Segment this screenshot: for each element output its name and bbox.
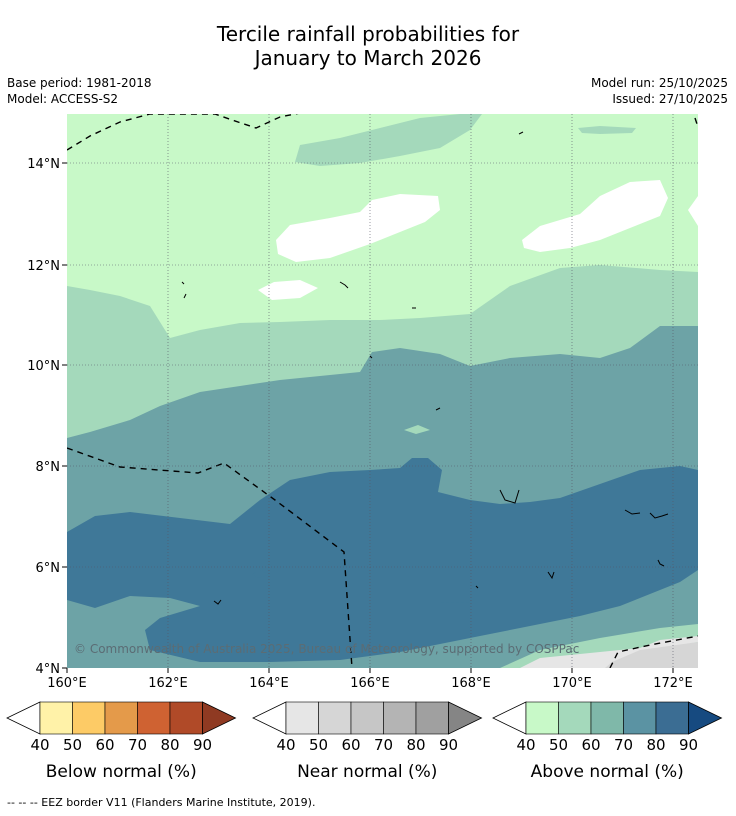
model-run: Model run: 25/10/2025 (590, 76, 728, 90)
below-normal-below-40-triangle (6, 701, 41, 735)
meta-right: Model run: 25/10/2025 Issued: 27/10/2025 (591, 75, 728, 107)
above-normal-tick-label: 40 (516, 736, 535, 754)
probability-map: © Commonwealth of Australia 2025, Bureau… (67, 114, 698, 668)
lat-label-6: 6°N (36, 561, 61, 576)
gridlines (67, 114, 698, 668)
above-normal-bin-80 (655, 701, 689, 735)
above-normal-below-40-triangle (492, 701, 527, 735)
lat-label-14: 14°N (27, 157, 60, 172)
below-normal-tick-label: 40 (30, 736, 49, 754)
issued-date: Issued: 27/10/2025 (612, 92, 728, 106)
near-normal-tick-label: 70 (374, 736, 393, 754)
above-normal-colorbar: 40 50 60 70 80 90 Above normal (%) (492, 701, 723, 782)
above-normal-bin-40 (525, 701, 559, 735)
lon-label-164: 164°E (249, 676, 289, 691)
below-normal-tick-label: 80 (160, 736, 179, 754)
meta-left: Base period: 1981-2018 Model: ACCESS-S2 (7, 75, 152, 107)
above-normal-colorbar-title: Above normal (%) (531, 762, 684, 782)
above-normal-70-strip (440, 602, 470, 605)
below-normal-tick-label: 70 (128, 736, 147, 754)
near-normal-bin-40 (285, 701, 319, 735)
near-normal-bin-70 (383, 701, 417, 735)
near-normal-tick-label: 50 (309, 736, 328, 754)
below-normal-bin-40 (39, 701, 73, 735)
near-normal-tick-label: 60 (341, 736, 360, 754)
near-normal-tick-label: 80 (406, 736, 425, 754)
lon-ticks (66, 668, 674, 673)
below-normal-above-90-triangle (202, 701, 237, 735)
lon-label-170: 170°E (552, 676, 592, 691)
lon-label-168: 168°E (451, 676, 491, 691)
near-normal-region (605, 642, 698, 668)
below-normal-tick-label: 50 (63, 736, 82, 754)
lon-label-172: 172°E (653, 676, 693, 691)
near-normal-bin-80 (415, 701, 449, 735)
eez-border-northeast (694, 117, 698, 125)
base-period: Base period: 1981-2018 (7, 76, 152, 90)
title-line-1: Tercile rainfall probabilities for (216, 22, 520, 46)
above-normal-50-top-region (295, 114, 482, 166)
below-normal-tick-label: 90 (193, 736, 212, 754)
below-normal-bin-50 (72, 701, 106, 735)
below-normal-bin-70 (137, 701, 171, 735)
near-normal-above-90-triangle (448, 701, 483, 735)
above-normal-tick-label: 90 (679, 736, 698, 754)
below-normal-tick-label: 60 (95, 736, 114, 754)
above-normal-tick-label: 60 (581, 736, 600, 754)
lat-label-10: 10°N (27, 359, 60, 374)
below-normal-bin-80 (169, 701, 203, 735)
near-normal-colorbar-title: Near normal (%) (297, 762, 437, 782)
below-normal-colorbar-title: Below normal (%) (46, 762, 197, 782)
above-normal-70-region (67, 458, 698, 662)
eez-border-north (67, 114, 299, 151)
lon-label-162: 162°E (148, 676, 188, 691)
above-normal-70-small-patch (252, 570, 268, 578)
lat-ticks (62, 162, 67, 669)
eez-border-southeast (609, 635, 698, 668)
lon-label-166: 166°E (350, 676, 390, 691)
lat-label-4: 4°N (36, 662, 61, 677)
lon-label-160: 160°E (47, 676, 87, 691)
above-normal-bin-70 (623, 701, 657, 735)
lat-label-8: 8°N (36, 460, 61, 475)
near-normal-40-region (520, 636, 698, 668)
no-dominant-patch-2 (522, 180, 668, 252)
islands (181, 131, 669, 605)
above-normal-bin-50 (558, 701, 592, 735)
eez-border-south (67, 447, 353, 668)
above-normal-tick-label: 70 (614, 736, 633, 754)
copyright-text: © Commonwealth of Australia 2025, Bureau… (74, 642, 579, 656)
map-title: Tercile rainfall probabilities for Janua… (0, 22, 736, 70)
above-normal-tick-label: 50 (549, 736, 568, 754)
no-dominant-patch-1 (276, 194, 440, 262)
lat-label-12: 12°N (27, 259, 60, 274)
above-normal-50-top-right-region (578, 126, 636, 134)
above-normal-bin-60 (590, 701, 624, 735)
above-normal-60-patch (404, 425, 430, 434)
eez-footer-note: -- -- -- EEZ border V11 (Flanders Marine… (7, 796, 316, 809)
title-line-2: January to March 2026 (254, 46, 482, 70)
below-normal-colorbar: 40 50 60 70 80 90 Below normal (%) (6, 701, 237, 782)
below-normal-bin-60 (104, 701, 138, 735)
colorbars: 40 50 60 70 80 90 Below normal (%) 40 50 60 70 80 90… (6, 701, 723, 782)
near-normal-tick-label: 90 (439, 736, 458, 754)
above-normal-above-90-triangle (688, 701, 723, 735)
near-normal-bin-50 (318, 701, 352, 735)
near-normal-bin-60 (350, 701, 384, 735)
no-dominant-patch-3 (688, 196, 698, 226)
near-normal-below-40-triangle (252, 701, 287, 735)
no-dominant-patch-4 (258, 280, 318, 300)
model-name: Model: ACCESS-S2 (7, 92, 119, 106)
near-normal-tick-label: 40 (276, 736, 295, 754)
above-normal-tick-label: 80 (646, 736, 665, 754)
